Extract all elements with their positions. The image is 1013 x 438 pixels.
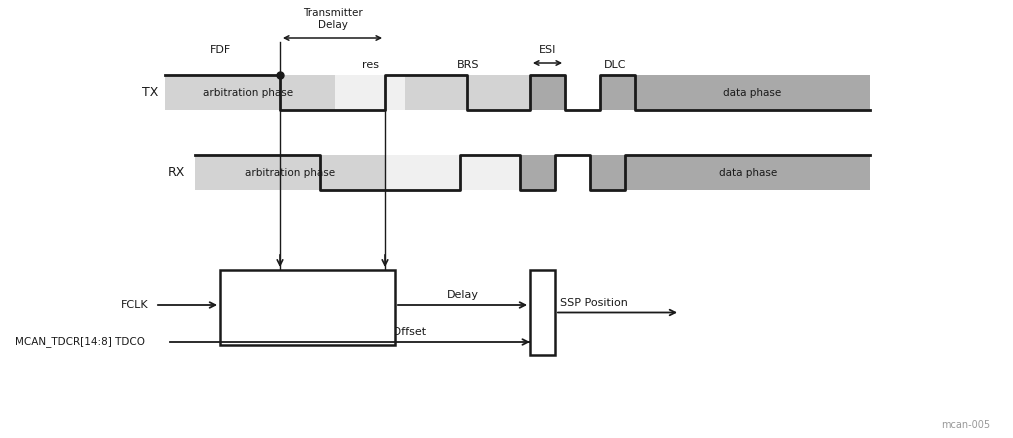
Bar bbox=[635, 75, 870, 110]
Bar bbox=[530, 270, 555, 355]
Text: +: + bbox=[536, 304, 549, 321]
Text: arbitration phase: arbitration phase bbox=[245, 167, 335, 177]
Text: Transmitter
Delay: Transmitter Delay bbox=[303, 8, 363, 30]
Text: stop: stop bbox=[326, 275, 349, 285]
Text: arbitration phase: arbitration phase bbox=[203, 88, 293, 98]
Text: TX: TX bbox=[142, 86, 158, 99]
Text: data phase: data phase bbox=[719, 167, 777, 177]
Text: FCLK: FCLK bbox=[121, 300, 148, 310]
Bar bbox=[565, 75, 600, 110]
Text: DLC: DLC bbox=[604, 60, 626, 70]
Bar bbox=[194, 155, 385, 190]
Bar bbox=[625, 155, 870, 190]
Text: mcan-005: mcan-005 bbox=[941, 420, 990, 430]
Text: start: start bbox=[250, 275, 275, 285]
Text: SSP Position: SSP Position bbox=[560, 297, 628, 307]
Text: ESI: ESI bbox=[539, 45, 557, 55]
Text: FDF: FDF bbox=[210, 45, 231, 55]
Text: BRS: BRS bbox=[457, 60, 479, 70]
Bar bbox=[590, 155, 625, 190]
Bar bbox=[600, 75, 635, 110]
Bar bbox=[220, 270, 395, 345]
Bar bbox=[530, 75, 565, 110]
Text: Delay Compensation Offset: Delay Compensation Offset bbox=[274, 327, 426, 337]
Text: MCAN_TDCR[14:8] TDCO: MCAN_TDCR[14:8] TDCO bbox=[15, 336, 145, 347]
Text: data phase: data phase bbox=[723, 88, 781, 98]
Bar bbox=[165, 75, 335, 110]
Bar bbox=[520, 155, 555, 190]
Text: Delay Counter: Delay Counter bbox=[258, 308, 358, 321]
Text: Delay: Delay bbox=[447, 290, 478, 300]
Bar bbox=[385, 155, 520, 190]
Bar bbox=[555, 155, 590, 190]
Bar bbox=[335, 75, 405, 110]
Bar bbox=[405, 75, 530, 110]
Text: res: res bbox=[362, 60, 379, 70]
Text: RX: RX bbox=[167, 166, 185, 179]
